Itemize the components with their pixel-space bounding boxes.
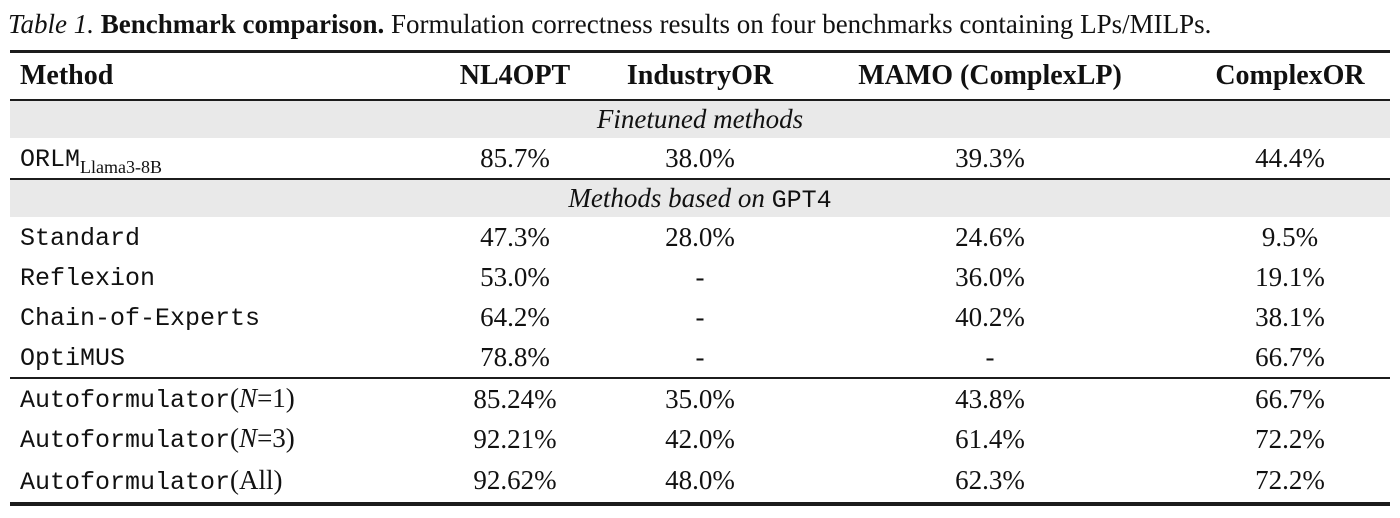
cell-industryor: - [695, 261, 705, 292]
method-suffix: (N=3) [230, 423, 295, 453]
benchmark-table: Method NL4OPT IndustryOR MAMO (ComplexLP… [10, 50, 1390, 507]
cell-industryor: 38.0% [610, 138, 790, 181]
method-name: Standard [20, 224, 141, 254]
col-header-industryor: IndustryOR [610, 51, 790, 102]
table-row-orlm: ORLMLlama3-8B 85.7% 38.0% 39.3% 44.4% [10, 138, 1390, 181]
caption-title: Benchmark comparison. [100, 9, 385, 39]
method-cell: OptiMUS [10, 337, 420, 380]
table-row-autoformulator-n1: Autoformulator(N=1) 85.24% 35.0% 43.8% 6… [10, 378, 1390, 419]
cell-complexor: 66.7% [1255, 383, 1325, 414]
table-row-autoformulator-n3: Autoformulator(N=3) 92.21% 42.0% 61.4% 7… [10, 419, 1390, 459]
cell-complexor: 66.7% [1190, 337, 1390, 380]
section-label-italic: Methods based on [568, 182, 772, 213]
cell-nl4opt: 78.8% [420, 337, 610, 380]
method-cell: Autoformulator(N=1) [10, 378, 420, 419]
cell-complexor: 72.2% [1255, 423, 1325, 454]
caption-label: Table 1. [8, 9, 95, 39]
table-row-optimus: OptiMUS 78.8% - - 66.7% [10, 337, 1390, 380]
method-cell: Chain-of-Experts [10, 297, 420, 337]
section-row-gpt4-methods: Methods based on GPT4 [10, 179, 1390, 218]
section-row-finetuned-methods: Finetuned methods [10, 100, 1390, 139]
suffix-var: N [239, 383, 258, 414]
cell-industryor: - [610, 337, 790, 380]
table-row-standard: Standard 47.3% 28.0% 24.6% 9.5% [10, 217, 1390, 257]
cell-nl4opt: 64.2% [480, 301, 550, 332]
cell-complexor: 19.1% [1255, 261, 1325, 292]
method-name: ORLM [20, 145, 81, 175]
method-name: Autoformulator [20, 467, 231, 497]
cell-nl4opt: 53.0% [480, 261, 550, 292]
method-name: OptiMUS [20, 344, 126, 374]
method-name: Autoformulator [20, 386, 231, 416]
cell-industryor: - [695, 301, 705, 332]
cell-complexor: 44.4% [1190, 138, 1390, 181]
method-subscript: Llama3-8B [80, 157, 162, 178]
cell-mamo: 62.3% [790, 459, 1190, 507]
cell-mamo: - [790, 337, 1190, 380]
section-label-italic: Finetuned methods [596, 103, 804, 134]
method-cell: Autoformulator(N=3) [10, 419, 420, 459]
suffix-paren: ( [230, 383, 240, 414]
method-name: Reflexion [20, 264, 156, 294]
cell-complexor: 9.5% [1261, 221, 1319, 252]
suffix-var: N [239, 423, 258, 454]
section-label: Finetuned methods [10, 100, 1390, 139]
method-name: Autoformulator [20, 426, 231, 456]
method-cell: ORLMLlama3-8B [10, 138, 420, 181]
suffix-rest: All) [239, 464, 283, 495]
cell-mamo: 40.2% [955, 301, 1025, 332]
method-cell: Autoformulator(All) [10, 459, 420, 507]
cell-industryor: 48.0% [610, 459, 790, 507]
table-row-autoformulator-all: Autoformulator(All) 92.62% 48.0% 62.3% 7… [10, 459, 1390, 507]
suffix-paren: ( [230, 423, 240, 454]
cell-nl4opt: 47.3% [480, 221, 550, 252]
method-suffix: (All) [230, 465, 283, 495]
method-cell: Reflexion [10, 257, 420, 297]
cell-nl4opt: 92.62% [420, 459, 610, 507]
cell-mamo: 36.0% [955, 261, 1025, 292]
cell-mamo: 39.3% [790, 138, 1190, 181]
section-label-mono: GPT4 [771, 185, 832, 215]
method-suffix: (N=1) [230, 383, 295, 413]
header-row: Method NL4OPT IndustryOR MAMO (ComplexLP… [10, 51, 1390, 102]
col-header-nl4opt: NL4OPT [420, 51, 610, 102]
table-row-chain-of-experts: Chain-of-Experts 64.2% - 40.2% 38.1% [10, 297, 1390, 337]
col-header-method: Method [10, 51, 420, 102]
cell-complexor: 38.1% [1255, 301, 1325, 332]
cell-mamo: 61.4% [955, 423, 1025, 454]
cell-mamo: 24.6% [955, 221, 1025, 252]
cell-complexor: 72.2% [1190, 459, 1390, 507]
method-name: Chain-of-Experts [20, 304, 261, 334]
cell-industryor: 42.0% [665, 423, 735, 454]
suffix-paren: ( [230, 464, 240, 495]
table-row-reflexion: Reflexion 53.0% - 36.0% 19.1% [10, 257, 1390, 297]
cell-nl4opt: 92.21% [473, 423, 557, 454]
section-label: Methods based on GPT4 [10, 179, 1390, 218]
suffix-rest: =1) [257, 383, 295, 414]
cell-mamo: 43.8% [955, 383, 1025, 414]
cell-industryor: 35.0% [665, 383, 735, 414]
table-caption: Table 1. Benchmark comparison. Formulati… [0, 0, 1400, 50]
col-header-complexor: ComplexOR [1190, 51, 1390, 102]
cell-nl4opt: 85.7% [420, 138, 610, 181]
caption-text: Formulation correctness results on four … [391, 9, 1212, 39]
cell-nl4opt: 85.24% [473, 383, 557, 414]
cell-industryor: 28.0% [665, 221, 735, 252]
col-header-mamo-complexlp: MAMO (ComplexLP) [790, 51, 1190, 102]
suffix-rest: =3) [257, 423, 295, 454]
method-cell: Standard [10, 217, 420, 257]
